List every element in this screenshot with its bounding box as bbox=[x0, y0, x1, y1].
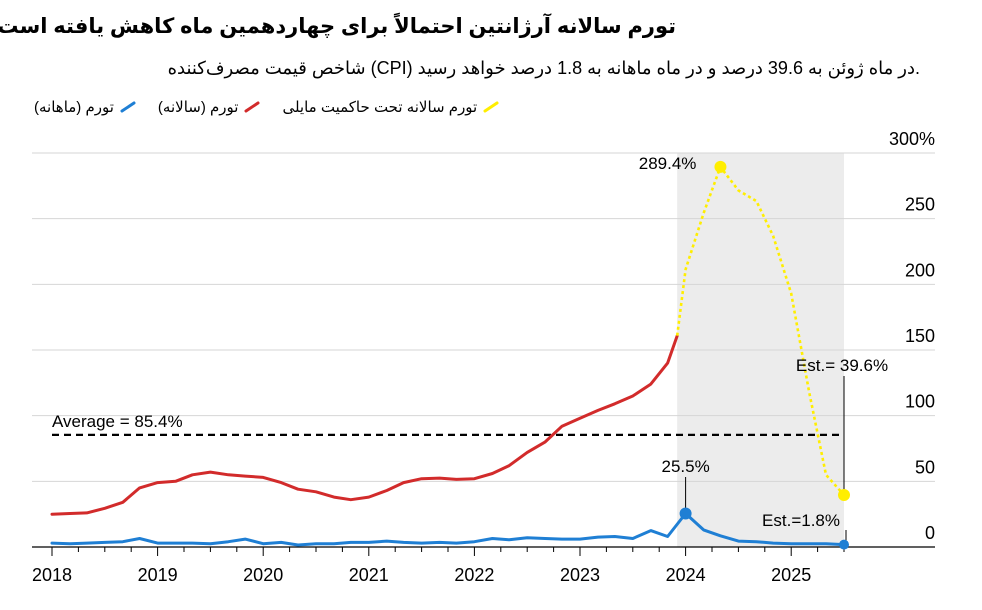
series-annual-line bbox=[50, 334, 679, 516]
annotation-est-annual-dot bbox=[838, 488, 850, 501]
annotation-peak-label: 289.4% bbox=[639, 154, 697, 173]
legend-item-annual: تورم (سالانه) bbox=[158, 98, 261, 116]
y-tick-label-50: 50 bbox=[915, 457, 935, 477]
legend-item-milei: تورم سالانه تحت حاکمیت مایلی bbox=[282, 98, 499, 116]
annotation-monthly-peak-dot bbox=[679, 507, 692, 520]
legend: تورم (ماهانه) تورم (سالانه) تورم سالانه … bbox=[34, 95, 521, 119]
legend-swatch-monthly bbox=[120, 101, 136, 113]
y-tick-label-200: 200 bbox=[905, 260, 935, 280]
x-tick-label-2022: 2022 bbox=[454, 565, 494, 585]
legend-swatch-milei bbox=[483, 101, 499, 113]
y-tick-label-0: 0 bbox=[925, 523, 935, 543]
annotation-monthly-peak-label: 25.5% bbox=[661, 457, 709, 476]
legend-label-annual: تورم (سالانه) bbox=[157, 99, 239, 116]
legend-label-monthly: تورم (ماهانه) bbox=[34, 99, 114, 116]
annotation-est-annual-label: Est.= 39.6% bbox=[796, 356, 888, 375]
legend-swatch-annual bbox=[244, 101, 260, 113]
x-tick-label-2020: 2020 bbox=[243, 565, 283, 585]
series-monthly-line bbox=[50, 512, 846, 547]
x-tick-label-2024: 2024 bbox=[666, 565, 706, 585]
annotation-est-monthly-label: Est.=1.8% bbox=[762, 511, 840, 530]
x-tick-label-2021: 2021 bbox=[349, 565, 389, 585]
annotation-peak-dot bbox=[714, 160, 727, 173]
y-tick-label-250: 250 bbox=[905, 195, 935, 215]
annotation-est-monthly-dot bbox=[839, 539, 849, 550]
y-tick-label-100: 100 bbox=[905, 392, 935, 412]
chart-subtitle: .در ماه ژوئن به 39.6 درصد و در ماه ماهان… bbox=[167, 58, 920, 78]
y-tick-label-150: 150 bbox=[905, 326, 935, 346]
x-tick-label-2025: 2025 bbox=[771, 565, 811, 585]
y-tick-label-300: 300% bbox=[889, 129, 935, 149]
legend-label-milei: تورم سالانه تحت حاکمیت مایلی bbox=[282, 99, 478, 116]
x-tick-label-2018: 2018 bbox=[32, 565, 72, 585]
x-tick-label-2023: 2023 bbox=[560, 565, 600, 585]
chart-title: تورم سالانه آرژانتین احتمالاً برای چهارد… bbox=[0, 15, 676, 38]
legend-item-monthly: تورم (ماهانه) bbox=[34, 98, 136, 116]
average-label: Average = 85.4% bbox=[52, 412, 183, 431]
x-tick-label-2019: 2019 bbox=[138, 565, 178, 585]
